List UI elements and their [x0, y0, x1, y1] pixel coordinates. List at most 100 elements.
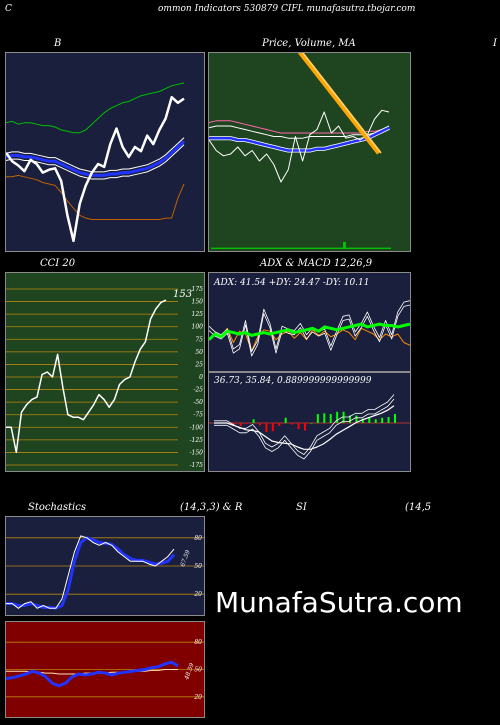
trend-overlay-line	[297, 53, 381, 155]
macd-histogram-bar	[291, 423, 294, 425]
bb-label: B	[54, 38, 62, 49]
volume-bar	[358, 247, 361, 249]
rsi-tick-label: 80	[194, 639, 202, 646]
macd-histogram-bar	[336, 411, 339, 423]
volume-bar	[229, 247, 232, 249]
volume-bar	[289, 247, 292, 249]
volume-bar	[334, 247, 337, 249]
price-chart	[209, 53, 391, 249]
volume-bar	[379, 247, 382, 249]
bb-upper-band-line	[6, 82, 185, 134]
stoch-tick-label: 80	[194, 535, 202, 542]
volume-bar	[376, 247, 379, 249]
header-c: C	[5, 4, 12, 14]
bb-price-line	[6, 95, 185, 243]
macd-histogram-bar	[304, 423, 306, 431]
stochastics-chart: 80 50 20 67.59	[6, 535, 204, 610]
bollinger-chart	[6, 82, 186, 243]
cci-tick-label: -100	[190, 424, 204, 431]
volume-bar	[292, 247, 295, 249]
volume-bar	[349, 247, 352, 249]
cci-tick-label: 0	[199, 374, 203, 381]
volume-bar	[364, 247, 367, 249]
stoch-k-line	[6, 535, 175, 609]
bb-middle-band-line	[6, 140, 186, 177]
trend-overlay-highlight	[301, 53, 382, 154]
volume-bar	[247, 247, 250, 249]
macd-histogram-bar	[329, 414, 332, 423]
volume-bar	[331, 247, 334, 249]
rsi-label: SI	[296, 502, 307, 513]
volume-bar	[226, 247, 229, 249]
volume-bar	[223, 247, 226, 249]
macd-histogram-bar	[271, 423, 274, 432]
bb-middle-edge-line	[6, 137, 185, 173]
volume-bar	[328, 247, 331, 249]
macd-histogram-bar	[381, 417, 384, 423]
macd-histogram-bar	[310, 423, 313, 424]
stoch-tick-label: 20	[193, 591, 202, 598]
cci-tick-label: -50	[193, 399, 203, 406]
cci-tick-label: -75	[193, 412, 203, 419]
rsi-params-label: (14,5	[405, 502, 432, 513]
bb-lower-band-line	[6, 174, 185, 220]
volume-bar	[322, 247, 325, 249]
volume-bar	[232, 247, 235, 249]
volume-bar	[361, 247, 364, 249]
cci-chart: 175 150 125 100 75 50 25 0 -25 -50 -75 -100 -125 -150…	[6, 286, 204, 469]
volume-bar	[283, 247, 286, 249]
volume-bar	[388, 247, 391, 249]
volume-bar	[343, 242, 346, 249]
volume-bar	[301, 247, 304, 249]
volume-bar	[241, 247, 244, 249]
volume-bar	[313, 247, 316, 249]
cci-tick-label: 50	[195, 349, 203, 356]
macd-histogram-bar	[349, 415, 351, 423]
macd-values-text: 36.73, 35.84, 0.889999999999999	[214, 376, 372, 386]
macd-line	[214, 394, 395, 455]
page-title: ommon Indicators 530879 CIFL munafasutra…	[158, 4, 416, 14]
cci-tick-label: -175	[190, 462, 204, 469]
stoch-d-line	[6, 536, 176, 610]
macd-chart: 36.73, 35.84, 0.889999999999999	[209, 376, 410, 460]
macd-histogram-bar	[278, 423, 281, 426]
macd-histogram-bar	[246, 423, 249, 424]
price-close-line	[209, 109, 390, 183]
watermark: MunafaSutra.com	[215, 586, 463, 619]
macd-histogram-bar	[297, 423, 300, 429]
volume-bar	[319, 247, 322, 249]
volume-bar	[346, 247, 349, 249]
macd-histogram-bar	[361, 418, 364, 423]
volume-bar	[265, 247, 268, 249]
volume-bar	[235, 247, 238, 249]
price-ma-long-line	[209, 120, 390, 134]
volume-bar	[298, 247, 301, 249]
cci-tick-label: -125	[190, 437, 204, 444]
bollinger-panel	[5, 52, 205, 252]
volume-bar	[256, 247, 259, 249]
cci-tick-label: 100	[192, 324, 204, 331]
stoch-value-label: 67.59	[179, 549, 192, 568]
macd-histogram-bar	[323, 413, 326, 423]
volume-bar	[211, 247, 214, 249]
volume-bar	[271, 247, 274, 249]
volume-bar	[307, 247, 310, 249]
volume-bar	[373, 247, 376, 249]
macd-signal-line	[214, 405, 395, 450]
volume-bar	[262, 247, 265, 249]
volume-bar	[382, 247, 385, 249]
macd-panel: 36.73, 35.84, 0.889999999999999	[208, 372, 411, 472]
volume-bar	[238, 247, 241, 249]
volume-bar	[220, 247, 223, 249]
cci-tick-label: 175	[192, 286, 204, 293]
volume-bar	[277, 247, 280, 249]
cci-label: CCI 20	[40, 258, 76, 269]
macd-histogram-bar	[387, 417, 390, 423]
volume-bar	[295, 247, 298, 249]
volume-bar	[370, 247, 373, 249]
cci-tick-label: 125	[192, 311, 204, 318]
macd-histogram-bar	[374, 419, 377, 423]
cci-panel: 175 150 125 100 75 50 25 0 -25 -50 -75 -100 -125 -150…	[5, 272, 205, 472]
stoch-tick-label: 50	[194, 563, 202, 570]
volume-bar	[250, 247, 253, 249]
